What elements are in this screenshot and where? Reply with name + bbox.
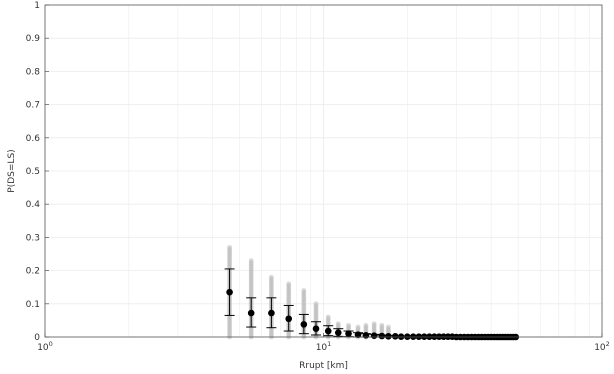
sample-point (325, 314, 331, 320)
y-tick-label: 0.4 (26, 200, 41, 210)
y-tick-label: 0.9 (26, 34, 41, 44)
mean-point (362, 332, 370, 339)
y-tick-label: 0.3 (26, 233, 40, 243)
sample-point (385, 324, 391, 330)
y-tick-label: 0 (34, 333, 40, 343)
mean-point (247, 309, 255, 317)
sample-point (268, 274, 274, 280)
y-tick-label: 0.2 (26, 267, 40, 277)
sample-point (335, 321, 341, 327)
y-tick-label: 0.5 (26, 167, 40, 177)
sample-point (355, 324, 361, 330)
sample-point (379, 322, 385, 328)
y-axis-label: P(DS=LS) (7, 149, 17, 192)
sample-point (313, 301, 319, 307)
y-tick-label: 0.7 (26, 101, 40, 111)
mean-point (300, 321, 308, 328)
x-axis-label: Rrupt [km] (299, 361, 348, 371)
y-tick-label: 0.6 (26, 134, 41, 144)
sample-point (248, 258, 254, 264)
grid (44, 4, 602, 338)
mean-point (370, 332, 378, 339)
sample-point (301, 288, 307, 293)
mean-point (268, 309, 275, 317)
sample-point (363, 322, 369, 328)
y-tick-label: 0.8 (26, 67, 41, 77)
mean-point (334, 329, 342, 336)
mean-point (378, 332, 386, 340)
y-tick-labels: 0 0.1 0.2 0.3 0.4 0.5 0.6 0.7 0.8 0.9 1 (26, 1, 49, 343)
mean-point (345, 330, 352, 337)
mean-point (354, 331, 362, 338)
sample-point (227, 244, 232, 250)
sample-point (371, 321, 377, 327)
mean-point (385, 333, 392, 340)
mean-point (391, 333, 399, 340)
y-tick-label: 0.1 (26, 300, 40, 310)
sample-point (346, 322, 351, 328)
mean-point (226, 288, 233, 296)
mean-point (285, 315, 293, 323)
mean-point (324, 327, 332, 335)
y-tick-label: 1 (34, 1, 40, 11)
mean-point (312, 325, 320, 333)
sample-point (286, 281, 292, 287)
